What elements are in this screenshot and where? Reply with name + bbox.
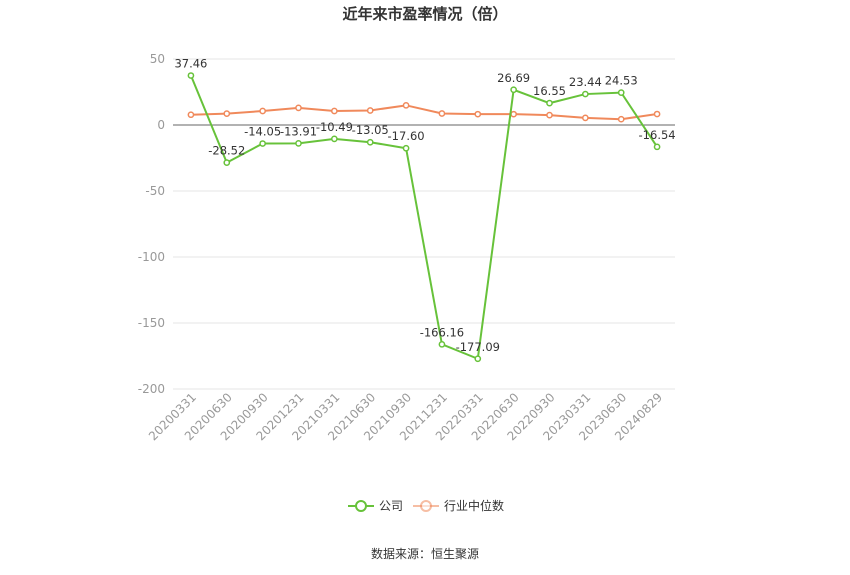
legend[interactable]: 公司 行业中位数	[348, 498, 504, 513]
data-point[interactable]	[474, 110, 482, 118]
legend-item-0[interactable]: 公司	[348, 499, 403, 513]
series-lines	[187, 72, 661, 363]
data-labels: 37.46 -28.52 -14.05-13.91-10.49-13.05-17.6…	[174, 57, 675, 354]
data-point[interactable]	[438, 110, 446, 117]
data-point[interactable]	[402, 144, 410, 152]
data-label: -16.54	[639, 128, 676, 142]
source-note: 数据来源：恒生聚源	[371, 546, 479, 561]
data-label: 24.53	[605, 74, 638, 88]
data-label: 16.55	[533, 84, 566, 98]
data-label: -13.05	[352, 123, 389, 137]
y-tick-label: -100	[138, 250, 165, 264]
data-point[interactable]	[366, 138, 374, 146]
grid-lines	[173, 58, 675, 390]
y-tick-label: -150	[138, 316, 165, 330]
data-point[interactable]	[546, 99, 553, 107]
y-tick-label: -200	[138, 382, 165, 396]
data-point[interactable]	[331, 135, 338, 143]
y-tick-label: 50	[150, 52, 165, 66]
data-label: 26.69	[497, 71, 530, 85]
data-point[interactable]	[617, 115, 625, 123]
data-label: -17.60	[388, 129, 425, 143]
data-point[interactable]	[295, 104, 302, 112]
data-point[interactable]	[582, 114, 589, 122]
data-point[interactable]	[223, 110, 231, 117]
data-point[interactable]	[187, 72, 195, 79]
legend-label: 行业中位数	[444, 498, 504, 513]
data-label: -28.52	[208, 144, 245, 158]
data-label: -177.09	[456, 340, 500, 354]
data-label: -13.91	[280, 124, 317, 138]
legend-marker	[420, 500, 432, 512]
legend-marker	[355, 500, 367, 512]
legend-label: 公司	[379, 499, 403, 513]
data-point[interactable]	[653, 143, 661, 151]
chart-title: 近年来市盈率情况（倍）	[342, 5, 507, 23]
data-point[interactable]	[259, 140, 266, 147]
data-point[interactable]	[295, 140, 302, 147]
data-point[interactable]	[223, 159, 231, 166]
data-point[interactable]	[259, 107, 266, 115]
data-label: -14.05	[244, 125, 281, 139]
data-point[interactable]	[187, 111, 195, 119]
data-label: -10.49	[316, 120, 353, 134]
data-point[interactable]	[402, 101, 410, 109]
data-label: 23.44	[569, 75, 602, 89]
data-point[interactable]	[331, 107, 338, 115]
series-line-0	[190, 75, 658, 361]
data-point[interactable]	[582, 90, 589, 98]
data-point[interactable]	[510, 86, 517, 94]
legend-item-1[interactable]: 行业中位数	[413, 498, 504, 513]
y-tick-label: -50	[145, 184, 165, 198]
data-point[interactable]	[510, 110, 517, 118]
data-point[interactable]	[546, 111, 553, 119]
data-point[interactable]	[474, 355, 482, 363]
y-axis-ticks: 50 0 -50 -100 -150 -200	[138, 52, 165, 396]
data-label: 37.46	[174, 57, 207, 71]
series-line-1	[190, 104, 658, 121]
data-point[interactable]	[366, 107, 374, 114]
y-tick-label: 0	[157, 118, 165, 132]
x-axis-ticks: 2020033120200630202009302020123120210331…	[146, 390, 665, 443]
data-point[interactable]	[617, 89, 625, 96]
data-point[interactable]	[438, 340, 446, 348]
data-label: -166.16	[420, 325, 464, 339]
data-point[interactable]	[653, 110, 661, 118]
